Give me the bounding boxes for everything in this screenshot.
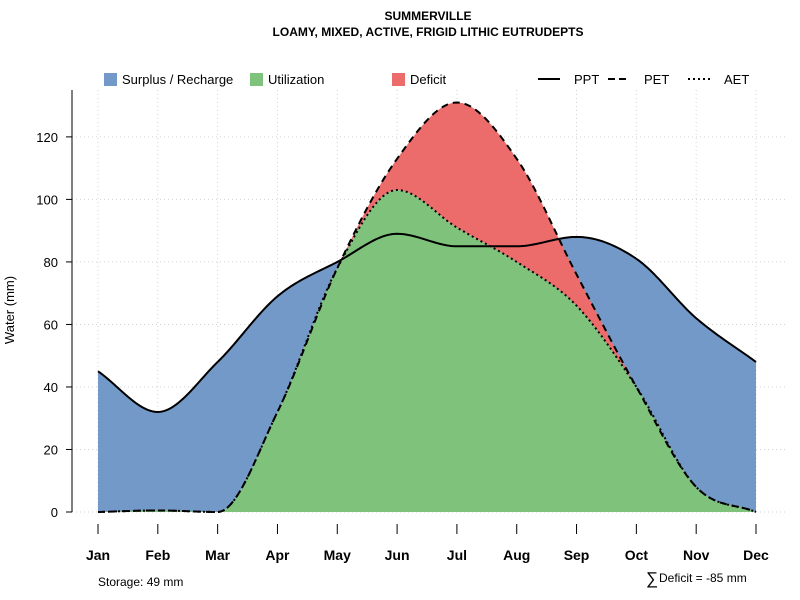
x-tick-label: Nov	[683, 547, 710, 563]
legend-swatch-deficit	[392, 73, 405, 86]
legend-label-utilization: Utilization	[268, 72, 324, 87]
series-lines	[97, 101, 757, 513]
legend-swatch-surplus-recharge	[104, 73, 117, 86]
y-tick-label: 100	[36, 192, 58, 207]
legend-label-aet: AET	[724, 72, 749, 87]
legend-swatch-utilization	[250, 73, 263, 86]
x-tick-label: Aug	[503, 547, 530, 563]
storage-annotation: Storage: 49 mm	[98, 575, 183, 589]
x-tick-label: Mar	[205, 547, 230, 563]
x-tick-label: Jun	[385, 547, 410, 563]
legend-label-deficit: Deficit	[410, 72, 447, 87]
series-line-aet	[97, 189, 757, 513]
area-deficit	[98, 102, 756, 512]
y-tick-label: 60	[44, 317, 58, 332]
y-tick-label: 40	[44, 380, 58, 395]
y-tick-label: 20	[44, 442, 58, 457]
x-tick-label: May	[324, 547, 351, 563]
x-tick-label: Dec	[743, 547, 769, 563]
area-utilization	[98, 190, 756, 512]
x-ticks: Jan Feb Mar Apr May Jun Jul Aug Sep Oct Nov Dec	[86, 524, 769, 563]
y-ticks: 0 20 40 60 80 100 120	[36, 130, 72, 520]
x-tick-label: Jan	[86, 547, 110, 563]
deficit-annotation: Deficit = -85 mm	[659, 571, 747, 585]
legend-label-pet: PET	[644, 72, 669, 87]
y-tick-label: 120	[36, 130, 58, 145]
y-tick-label: 0	[51, 505, 58, 520]
y-tick-label: 80	[44, 255, 58, 270]
x-tick-label: Feb	[145, 547, 170, 563]
legend-label-surplus-recharge: Surplus / Recharge	[122, 72, 233, 87]
series-line-ppt	[97, 232, 757, 413]
legend: Surplus / Recharge Utilization Deficit PPT P…	[104, 72, 749, 87]
x-tick-label: Sep	[564, 547, 590, 563]
x-tick-label: Jul	[447, 547, 467, 563]
chart-title: SUMMERVILLE	[384, 9, 471, 23]
y-axis-label: Water (mm)	[2, 276, 17, 344]
legend-label-ppt: PPT	[574, 72, 599, 87]
areas	[98, 102, 756, 513]
x-tick-label: Apr	[265, 547, 290, 563]
plot-area	[72, 90, 785, 513]
chart-subtitle: LOAMY, MIXED, ACTIVE, FRIGID LITHIC EUTR…	[273, 25, 584, 39]
sum-symbol: ∑	[646, 569, 658, 588]
x-tick-label: Oct	[625, 547, 649, 563]
series-line-pet	[97, 101, 757, 513]
